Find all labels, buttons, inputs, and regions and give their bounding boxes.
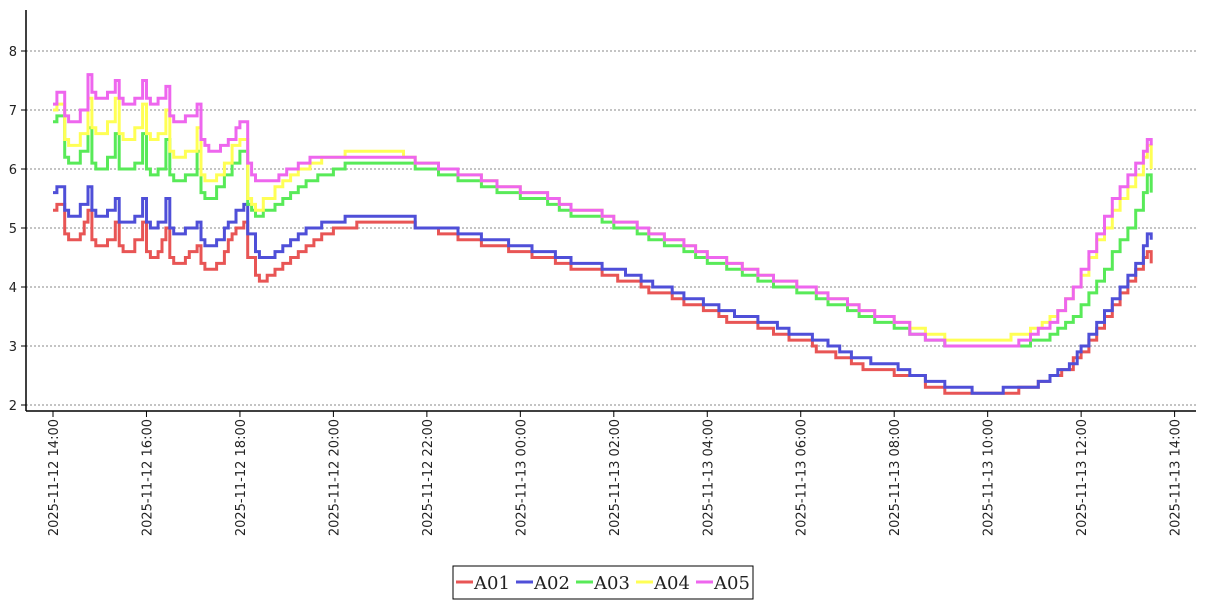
y-tick-label: 5 bbox=[9, 222, 17, 237]
x-tick-label: 2025-11-12 14:00 bbox=[47, 419, 62, 536]
x-tick-label: 2025-11-12 16:00 bbox=[140, 419, 155, 536]
y-axis-ticks: 2 3 4 5 6 7 8 bbox=[9, 45, 26, 414]
series-line-a03 bbox=[53, 114, 1153, 348]
x-tick-label: 2025-11-13 00:00 bbox=[514, 419, 529, 536]
x-tick-label: 2025-11-13 06:00 bbox=[795, 419, 810, 536]
gridlines bbox=[26, 50, 1196, 406]
series-line-a01 bbox=[53, 202, 1153, 395]
y-tick-label: 2 bbox=[9, 399, 17, 414]
series-line-a05 bbox=[53, 73, 1153, 348]
x-tick-label: 2025-11-12 18:00 bbox=[234, 419, 249, 536]
legend-label-a04: A04 bbox=[653, 573, 690, 594]
y-tick-label: 3 bbox=[9, 340, 17, 355]
x-tick-label: 2025-11-13 08:00 bbox=[888, 419, 903, 536]
series-line-a02 bbox=[53, 185, 1153, 395]
x-tick-label: 2025-11-13 02:00 bbox=[608, 419, 623, 536]
y-tick-label: 4 bbox=[9, 281, 17, 296]
legend-label-a01: A01 bbox=[473, 573, 510, 594]
legend-label-a02: A02 bbox=[533, 573, 570, 594]
x-tick-label: 2025-11-13 12:00 bbox=[1075, 419, 1090, 536]
y-tick-label: 8 bbox=[9, 45, 17, 60]
legend-label-a03: A03 bbox=[593, 573, 630, 594]
series-lines bbox=[53, 73, 1153, 395]
x-tick-label: 2025-11-13 14:00 bbox=[1169, 419, 1184, 536]
legend-label-a05: A05 bbox=[713, 573, 750, 594]
x-tick-label: 2025-11-13 04:00 bbox=[701, 419, 716, 536]
x-tick-label: 2025-11-12 20:00 bbox=[327, 419, 342, 536]
x-tick-label: 2025-11-13 10:00 bbox=[982, 419, 997, 536]
y-tick-label: 6 bbox=[9, 163, 17, 178]
y-tick-label: 7 bbox=[9, 104, 17, 119]
legend: A01 A02 A03 A04 A05 bbox=[452, 565, 754, 600]
x-axis-ticks: 2025-11-12 14:00 2025-11-12 16:00 2025-11-… bbox=[47, 411, 1184, 536]
x-tick-label: 2025-11-12 22:00 bbox=[421, 419, 436, 536]
